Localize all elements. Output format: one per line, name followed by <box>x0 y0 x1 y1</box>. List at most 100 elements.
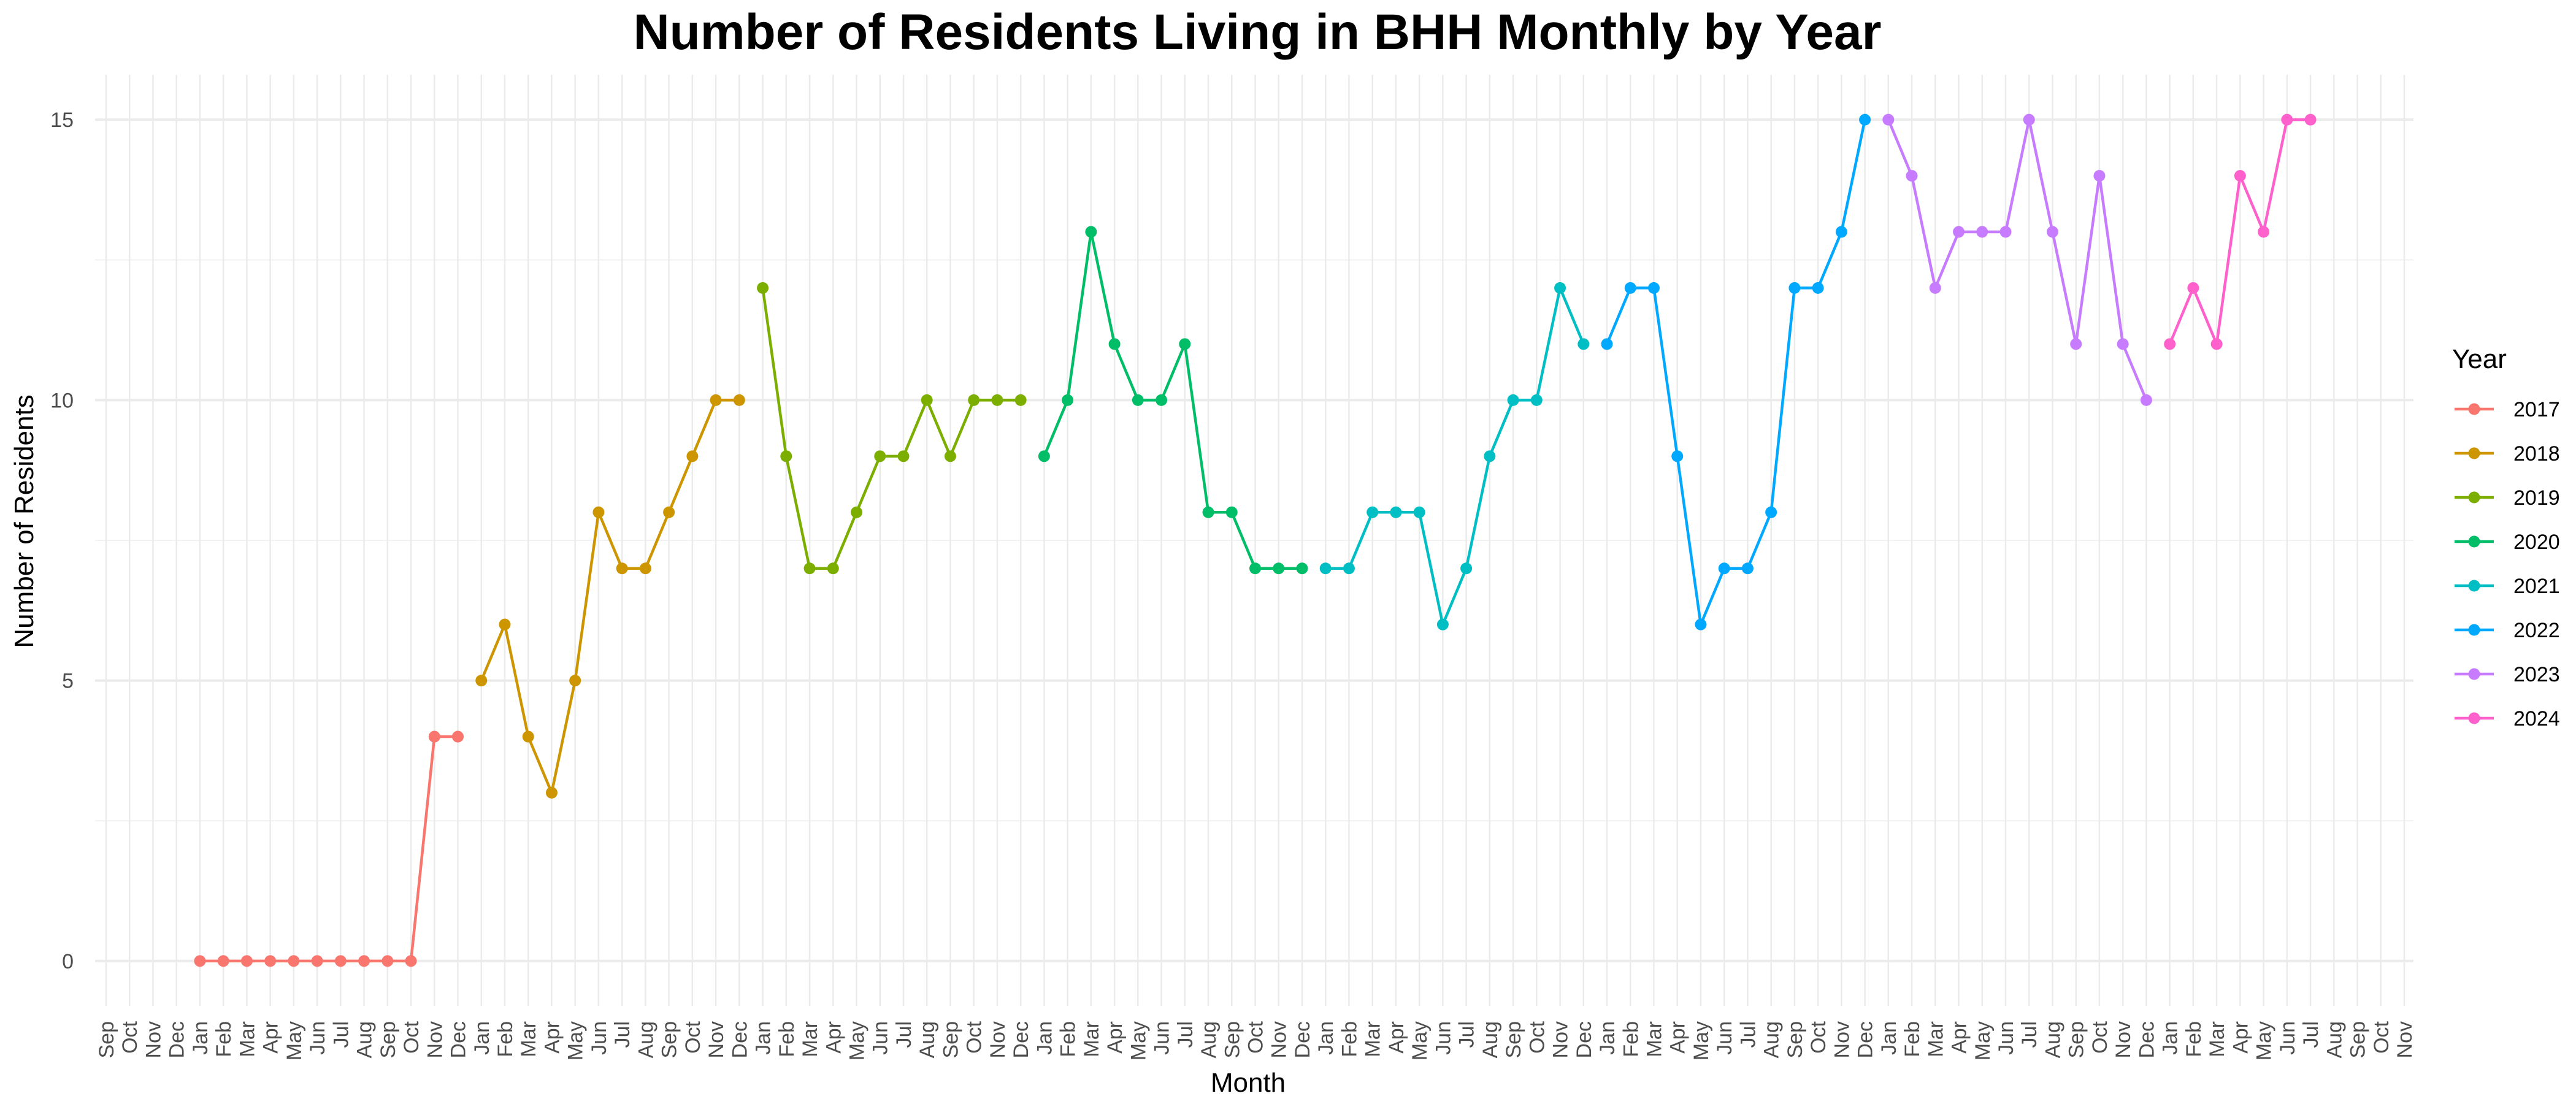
data-point <box>1906 170 1918 182</box>
legend-item-2023: 2023 <box>2455 663 2560 686</box>
x-tick-label: Apr <box>1385 1021 1408 1054</box>
x-tick-label: Jan <box>2159 1021 2182 1055</box>
x-tick-label: Sep <box>377 1021 400 1059</box>
series-2023 <box>1882 113 2152 406</box>
legend-key-point <box>2468 624 2480 636</box>
data-point <box>1953 226 1965 238</box>
data-point <box>944 450 956 462</box>
x-tick-label: Mar <box>1924 1021 1947 1057</box>
data-point <box>1601 338 1613 350</box>
x-tick-label: Jan <box>1877 1021 1901 1055</box>
series-2022 <box>1601 113 1871 631</box>
x-tick-label: Nov <box>142 1021 165 1058</box>
data-point <box>874 450 886 462</box>
x-tick-label: Dec <box>1291 1021 1314 1058</box>
data-point <box>1343 562 1355 575</box>
data-point <box>1812 282 1824 294</box>
x-tick-label: Mar <box>2206 1021 2229 1057</box>
legend-item-2018: 2018 <box>2455 442 2560 466</box>
x-tick-label: Oct <box>1807 1021 1830 1053</box>
x-tick-label: Jun <box>1432 1021 1455 1055</box>
x-tick-label: Jan <box>1033 1021 1056 1055</box>
data-point <box>1976 226 1988 238</box>
data-point <box>2117 338 2129 350</box>
data-point <box>639 562 651 575</box>
data-point <box>1038 450 1050 462</box>
legend-items: 2017 2018 2019 2020 2021 2022 2023 2024 <box>2455 398 2560 730</box>
x-tick-label: Jun <box>869 1021 892 1055</box>
x-tick-label: Mar <box>799 1021 822 1057</box>
data-point <box>1788 282 1801 294</box>
y-tick-label: 0 <box>62 950 74 973</box>
series-line <box>480 399 740 794</box>
x-tick-label: Sep <box>658 1021 681 1059</box>
data-point <box>334 955 347 967</box>
data-point <box>2093 170 2106 182</box>
series-line <box>1605 119 1866 626</box>
data-point <box>1929 282 1941 294</box>
x-tick-label: Jan <box>1314 1021 1338 1055</box>
y-tick-label: 15 <box>50 109 74 132</box>
x-axis-ticks: Sep Oct Nov Dec Jan Feb Mar Apr May Jun Jul Aug Sep O… <box>95 1021 2417 1060</box>
x-tick-label: Nov <box>705 1021 728 1058</box>
y-axis-ticks: 0 5 10 15 <box>50 109 74 973</box>
data-point <box>1647 282 1660 294</box>
x-tick-label: May <box>846 1021 869 1060</box>
data-point <box>217 955 229 967</box>
x-tick-label: Feb <box>2182 1021 2206 1057</box>
data-point <box>780 450 792 462</box>
data-point <box>1718 562 1730 575</box>
x-tick-label: Sep <box>1221 1021 1244 1059</box>
chart-title: Number of Residents Living in BHH Monthl… <box>633 4 1881 60</box>
x-tick-label: May <box>2253 1021 2276 1060</box>
x-tick-label: Sep <box>2347 1021 2370 1059</box>
x-tick-label: Jul <box>1455 1021 1479 1048</box>
data-point <box>2023 113 2035 126</box>
data-point <box>1671 450 1684 462</box>
x-tick-label: Mar <box>1080 1021 1103 1057</box>
data-point <box>1530 394 1543 406</box>
x-tick-label: Aug <box>916 1021 939 1059</box>
legend-label: 2021 <box>2513 575 2560 598</box>
data-point <box>1413 506 1425 518</box>
legend-key-point <box>2468 712 2480 724</box>
x-tick-label: Jan <box>752 1021 775 1055</box>
data-point <box>2258 226 2270 238</box>
series-line <box>199 735 458 963</box>
x-tick-label: Apr <box>540 1021 564 1054</box>
x-tick-label: Apr <box>1666 1021 1690 1054</box>
data-point <box>1624 282 1636 294</box>
data-point <box>1577 338 1590 350</box>
x-tick-label: Oct <box>2370 1021 2393 1053</box>
x-tick-label: Aug <box>1479 1021 1502 1059</box>
x-tick-label: May <box>564 1021 588 1060</box>
x-tick-label: Jan <box>470 1021 494 1055</box>
y-axis-title: Number of Residents <box>9 394 39 648</box>
data-point <box>405 955 417 967</box>
x-tick-label: Jul <box>611 1021 634 1048</box>
data-point <box>1062 394 1074 406</box>
data-point <box>1484 450 1496 462</box>
x-tick-label: May <box>1971 1021 1995 1060</box>
data-point <box>1554 282 1566 294</box>
data-point <box>358 955 370 967</box>
series-2024 <box>2164 113 2317 350</box>
x-tick-label: Dec <box>166 1021 189 1058</box>
data-point <box>1436 618 1449 631</box>
x-tick-label: Jun <box>2276 1021 2299 1055</box>
data-point <box>1390 506 1402 518</box>
legend-item-2024: 2024 <box>2455 707 2560 730</box>
data-point <box>475 675 488 687</box>
x-tick-label: Jun <box>1151 1021 1174 1055</box>
x-tick-label: Dec <box>1854 1021 1877 1058</box>
x-tick-label: Aug <box>2323 1021 2346 1059</box>
data-point <box>2187 282 2199 294</box>
x-tick-label: May <box>1408 1021 1432 1060</box>
x-tick-label: Feb <box>1901 1021 1924 1057</box>
x-tick-label: Jul <box>892 1021 916 1048</box>
x-tick-label: Apr <box>2229 1021 2252 1054</box>
data-point <box>663 506 675 518</box>
x-tick-label: Nov <box>1549 1021 1573 1058</box>
x-tick-label: Oct <box>1525 1021 1549 1053</box>
